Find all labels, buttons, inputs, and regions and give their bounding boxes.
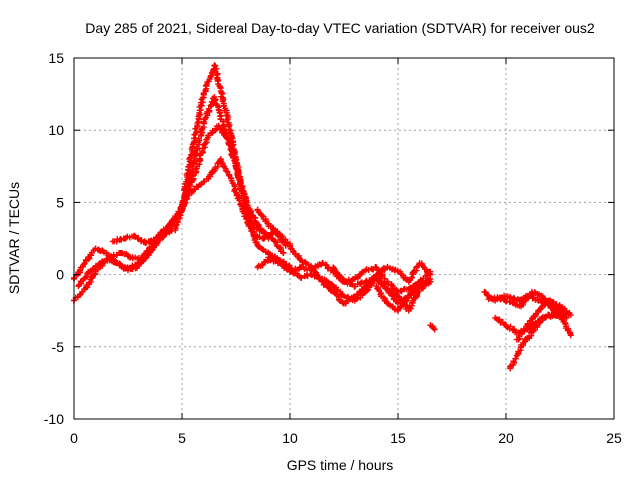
data-point — [259, 246, 266, 253]
series-track-7 — [265, 254, 434, 304]
data-point — [541, 302, 548, 309]
data-point — [567, 332, 574, 339]
data-point — [567, 312, 574, 319]
x-axis-label: GPS time / hours — [287, 457, 394, 473]
data-point — [104, 256, 111, 263]
y-tick-label: 5 — [56, 194, 64, 210]
series-track-9 — [373, 275, 434, 314]
data-point — [192, 166, 199, 173]
data-point — [537, 306, 544, 313]
data-point — [231, 157, 238, 164]
data-point — [260, 213, 267, 220]
x-tick-label: 10 — [282, 430, 298, 446]
series-track-15 — [513, 297, 574, 343]
data-point — [561, 314, 568, 321]
data-point — [280, 249, 287, 256]
data-point — [560, 314, 567, 321]
data-point — [512, 355, 519, 362]
chart-title: Day 285 of 2021, Sidereal Day-to-day VTE… — [85, 20, 595, 36]
data-point — [416, 283, 423, 290]
data-point — [135, 234, 142, 241]
data-point — [335, 296, 342, 303]
data-point — [194, 120, 201, 127]
data-point — [298, 275, 305, 282]
x-tick-label: 0 — [70, 430, 78, 446]
data-points — [70, 62, 574, 372]
x-tick-label: 25 — [606, 430, 622, 446]
series-track-8 — [330, 264, 434, 314]
plot-frame — [73, 57, 615, 420]
data-point — [410, 269, 417, 276]
x-tick-label: 15 — [390, 430, 406, 446]
data-point — [380, 282, 387, 289]
data-point — [268, 254, 275, 261]
data-point — [553, 301, 560, 308]
y-tick-label: 0 — [56, 267, 64, 283]
data-point — [264, 220, 271, 227]
data-point — [243, 215, 250, 222]
data-point — [224, 116, 231, 123]
data-point — [299, 259, 306, 266]
data-point — [153, 234, 160, 241]
data-point — [207, 73, 214, 80]
x-tick-label: 5 — [178, 430, 186, 446]
data-point — [426, 270, 433, 277]
data-point — [427, 275, 434, 282]
grid-lines — [74, 58, 614, 419]
axis-ticks: 0 5 10 15 20 25 -10 -5 0 5 10 15 — [44, 50, 622, 446]
data-point — [289, 269, 296, 276]
series-track-12 — [485, 288, 568, 321]
data-point — [132, 261, 139, 268]
data-point — [157, 229, 164, 236]
y-tick-label: 10 — [48, 122, 64, 138]
x-tick-label: 20 — [498, 430, 514, 446]
data-point — [431, 326, 438, 333]
data-point — [198, 102, 205, 109]
series-track-10 — [427, 322, 438, 333]
y-axis-label: SDTVAR / TECUs — [6, 182, 22, 294]
y-tick-label: 15 — [48, 50, 64, 66]
series-track-14 — [506, 312, 568, 372]
data-point — [506, 363, 513, 370]
y-tick-label: -10 — [44, 411, 64, 427]
data-point — [211, 97, 218, 104]
data-point — [236, 173, 243, 180]
data-point — [258, 212, 265, 219]
data-point — [534, 296, 541, 303]
data-point — [199, 148, 206, 155]
data-point — [220, 129, 227, 136]
y-tick-label: -5 — [52, 339, 65, 355]
data-point — [272, 238, 279, 245]
